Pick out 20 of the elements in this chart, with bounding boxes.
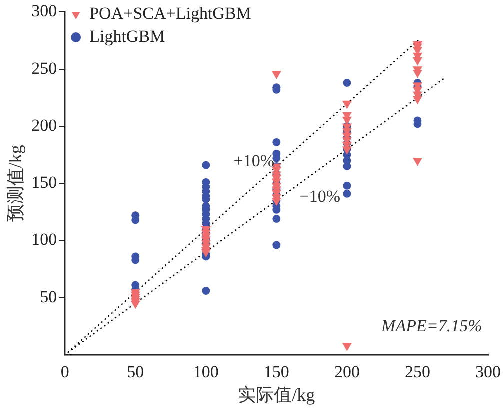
x-tick-label: 250	[404, 362, 430, 382]
x-tick-label: 150	[264, 362, 290, 382]
x-tick-label: 300	[476, 362, 501, 382]
x-tick-label: 0	[60, 362, 70, 382]
y-tick-label: 250	[32, 58, 58, 78]
x-axis-title: 实际值/kg	[238, 384, 316, 405]
y-tick-label: 200	[32, 116, 58, 135]
annotation: MAPE=7.15%	[380, 316, 482, 336]
series-label: −10%	[300, 186, 340, 206]
y-tick-label: 50	[40, 287, 58, 306]
series-label: +10%	[234, 152, 274, 171]
y-tick-label: 150	[32, 173, 58, 192]
legend-label: LightGBM	[90, 26, 166, 46]
y-tick-label: 100	[32, 230, 58, 250]
y-tick-label: 300	[32, 2, 58, 21]
x-tick-label: 200	[334, 362, 360, 382]
y-axis-title: 预测值/kg	[6, 145, 26, 222]
x-tick-label: 100	[193, 362, 219, 382]
x-tick-label: 50	[127, 362, 144, 382]
legend-label: POA+SCA+LightGBM	[90, 4, 252, 23]
